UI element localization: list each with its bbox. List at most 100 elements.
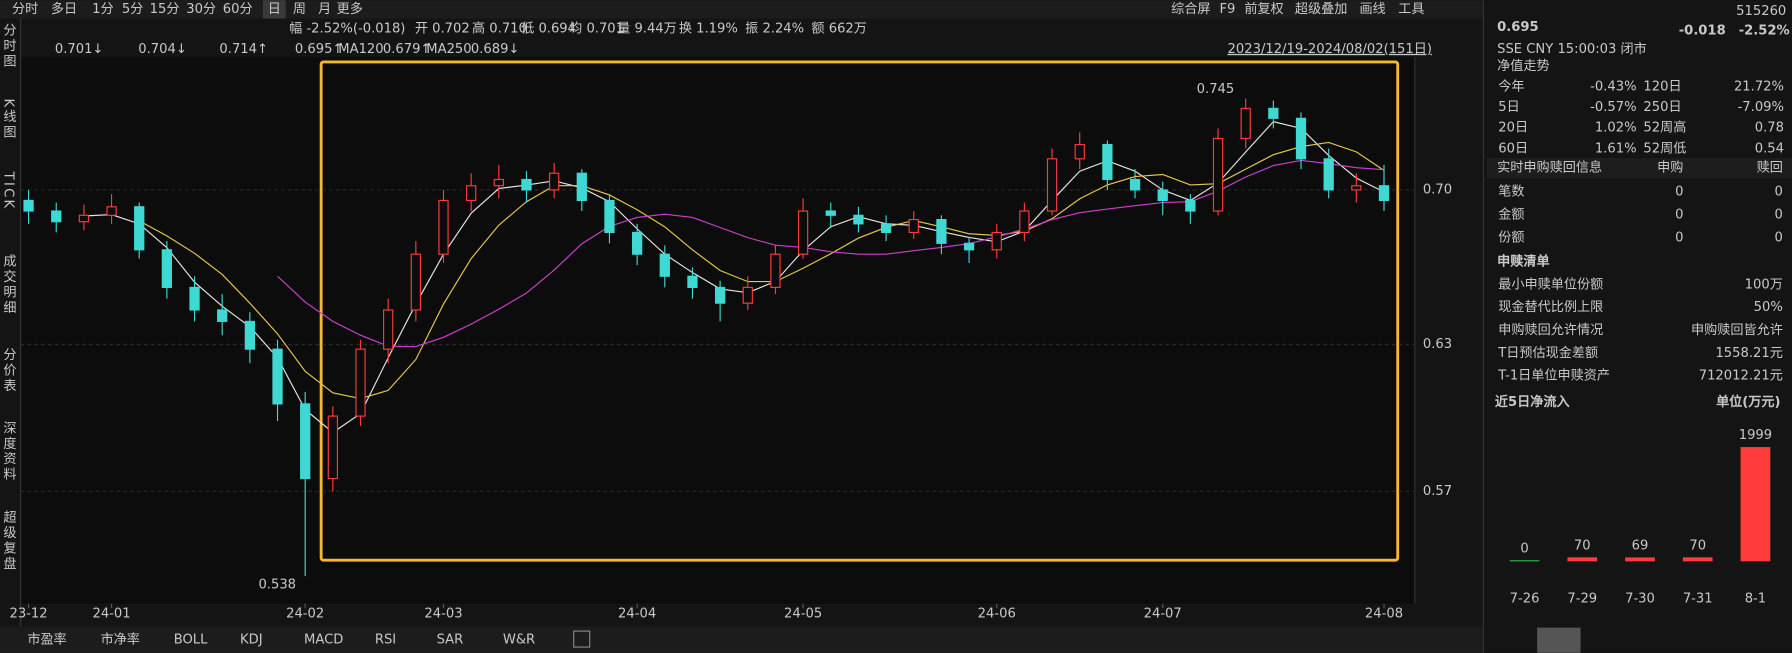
value: 21.72% — [1734, 80, 1784, 95]
candle-body — [825, 210, 836, 216]
bar — [1625, 557, 1655, 562]
column-header: 申购 — [1657, 160, 1683, 176]
candle-body — [1046, 158, 1058, 212]
candle-body — [880, 223, 892, 234]
candle-body — [714, 286, 726, 304]
candle-body — [383, 309, 394, 350]
ma-label: 0.695↑ — [295, 42, 344, 57]
low-annotation: 0.538 — [258, 578, 296, 593]
indicator-tab[interactable]: BOLL — [174, 633, 208, 648]
tool-button[interactable]: 前复权 — [1244, 0, 1283, 17]
candle-body — [134, 206, 145, 251]
side-tab[interactable]: K线图 — [0, 99, 16, 141]
candle-body — [1351, 185, 1362, 191]
label: 金额 — [1498, 207, 1524, 223]
ma-line — [138, 141, 1385, 400]
indicator-tab[interactable]: KDJ — [240, 633, 263, 648]
x-tick-label: 24-08 — [1365, 606, 1403, 621]
candle-body — [78, 214, 90, 223]
candle-body — [327, 415, 338, 480]
candle-body — [1074, 143, 1085, 160]
value: -7.09% — [1738, 100, 1784, 115]
tab[interactable]: 30分 — [186, 1, 216, 17]
candle-body — [466, 185, 477, 202]
side-tab[interactable]: 深度资料 — [0, 420, 16, 482]
label: 120日 — [1643, 80, 1681, 95]
side-tab[interactable]: 分价表 — [0, 347, 16, 394]
side-tab[interactable]: 分时图 — [0, 23, 16, 70]
tab[interactable]: 1分 — [92, 1, 113, 17]
side-tab[interactable]: 成交明细 — [0, 253, 16, 315]
column-header: 赎回 — [1757, 160, 1783, 176]
tab[interactable]: 日 — [268, 2, 281, 17]
indicator-tab[interactable]: W&R — [503, 633, 535, 648]
x-tick-label: 7-31 — [1683, 592, 1713, 607]
x-tick-label: 24-07 — [1144, 606, 1182, 621]
tab[interactable]: 多日 — [51, 0, 77, 17]
tab[interactable]: 60分 — [223, 1, 253, 17]
label: T日预估现金差额 — [1497, 345, 1598, 361]
indicator-tab[interactable]: RSI — [375, 633, 396, 648]
candle-body — [1129, 178, 1141, 191]
candle-body — [51, 210, 62, 223]
label: 250日 — [1643, 100, 1681, 115]
value-label: 69 — [1632, 538, 1649, 553]
indicator-tab[interactable]: 市盈率 — [27, 631, 66, 648]
section-bar — [1486, 157, 1792, 179]
tab[interactable]: 更多 — [337, 0, 363, 17]
side-tab[interactable]: TICK — [0, 171, 15, 211]
label: 今年 — [1498, 79, 1524, 95]
indicator-tab[interactable]: MACD — [304, 633, 343, 648]
tab[interactable]: 分时 — [12, 1, 38, 17]
x-tick-label: 24-03 — [424, 606, 462, 621]
label: 申购赎回允许情况 — [1498, 322, 1603, 338]
ma-line — [277, 159, 1385, 348]
candle-body — [631, 231, 643, 255]
quote-field: 开 0.702 — [415, 21, 470, 36]
x-tick-label: 24-01 — [92, 606, 130, 621]
candle-body — [161, 249, 173, 288]
tool-button[interactable]: 综合屏 — [1171, 1, 1210, 17]
ma-label: 0.704↓ — [138, 42, 187, 57]
toolbar — [0, 0, 1484, 19]
value-label: 70 — [1574, 538, 1591, 553]
y-tick-label: 0.63 — [1423, 337, 1452, 352]
value: 50% — [1754, 300, 1783, 315]
indicator-tab[interactable]: SAR — [437, 633, 464, 648]
tool-button[interactable]: 画线 — [1359, 1, 1385, 17]
indicator-tab[interactable]: 市净率 — [101, 631, 140, 648]
x-tick-label: 24-05 — [784, 606, 822, 621]
candle-body — [1240, 107, 1251, 140]
quote-field: 幅 -2.52%(-0.018) — [289, 20, 405, 36]
side-tab[interactable]: 超级复盘 — [0, 509, 16, 571]
tab[interactable]: 月 — [318, 2, 331, 17]
active-tab — [262, 0, 286, 19]
quote-field: 振 2.24% — [745, 20, 804, 36]
label: 最小申赎单位份额 — [1498, 276, 1603, 292]
tab[interactable]: 15分 — [150, 1, 180, 17]
tab[interactable]: 5分 — [122, 1, 143, 17]
tool-button[interactable]: 工具 — [1398, 2, 1424, 17]
bar — [1567, 557, 1598, 562]
candle-body — [659, 253, 670, 277]
tool-button[interactable]: 超级叠加 — [1295, 1, 1348, 17]
candle-body — [687, 275, 698, 288]
date-range: 2023/12/19-2024/08/02(151日) — [1228, 42, 1432, 57]
value: 0 — [1774, 185, 1782, 200]
value-label: 1999 — [1739, 428, 1772, 443]
x-tick-label: 8-1 — [1745, 592, 1766, 607]
code: 515260 — [1736, 4, 1786, 19]
candle-body — [1019, 210, 1030, 234]
candle-body — [797, 210, 809, 255]
tool-button[interactable]: F9 — [1219, 2, 1235, 17]
candle-body — [355, 348, 366, 417]
label: 52周高 — [1643, 119, 1686, 136]
section-title: 净值走势 — [1497, 58, 1550, 74]
add-tab[interactable] — [573, 630, 591, 648]
candle-body — [853, 214, 864, 225]
tab[interactable]: 周 — [293, 2, 306, 17]
value: 0 — [1774, 208, 1782, 223]
ma-label: 0.714↑ — [219, 42, 268, 57]
ma-label: MA250 — [426, 42, 471, 57]
